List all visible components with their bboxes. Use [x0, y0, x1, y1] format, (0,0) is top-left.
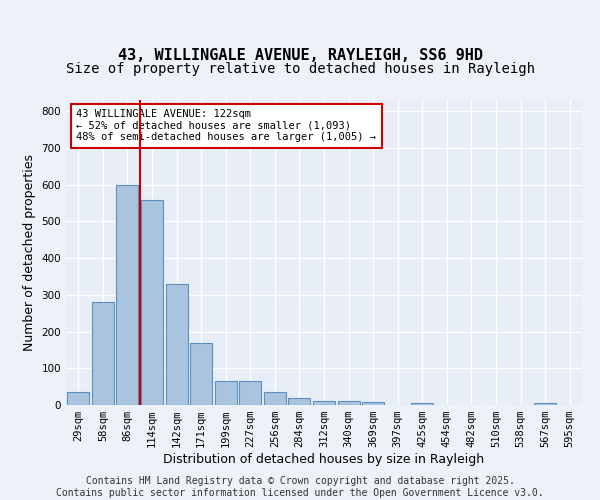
Bar: [190, 342, 212, 405]
Y-axis label: Number of detached properties: Number of detached properties: [23, 154, 36, 351]
Bar: [116, 184, 139, 405]
Text: Contains HM Land Registry data © Crown copyright and database right 2025.
Contai: Contains HM Land Registry data © Crown c…: [56, 476, 544, 498]
Bar: [313, 400, 335, 405]
Bar: [289, 398, 310, 405]
Bar: [92, 302, 114, 405]
Bar: [264, 392, 286, 405]
Text: 43 WILLINGALE AVENUE: 122sqm
← 52% of detached houses are smaller (1,093)
48% of: 43 WILLINGALE AVENUE: 122sqm ← 52% of de…: [76, 109, 376, 142]
Bar: [141, 200, 163, 405]
X-axis label: Distribution of detached houses by size in Rayleigh: Distribution of detached houses by size …: [163, 453, 485, 466]
Bar: [166, 284, 188, 405]
Bar: [534, 403, 556, 405]
Text: 43, WILLINGALE AVENUE, RAYLEIGH, SS6 9HD: 43, WILLINGALE AVENUE, RAYLEIGH, SS6 9HD: [118, 48, 482, 62]
Text: Size of property relative to detached houses in Rayleigh: Size of property relative to detached ho…: [65, 62, 535, 76]
Bar: [67, 392, 89, 405]
Bar: [411, 403, 433, 405]
Bar: [362, 402, 384, 405]
Bar: [215, 381, 237, 405]
Bar: [239, 381, 262, 405]
Bar: [338, 402, 359, 405]
